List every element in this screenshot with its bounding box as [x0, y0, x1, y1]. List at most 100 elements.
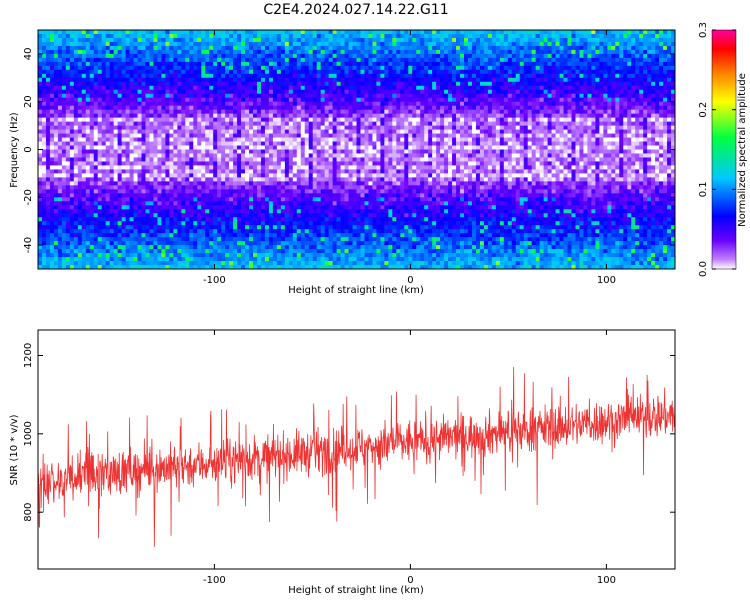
- heatmap-cell: [113, 57, 119, 63]
- heatmap-cell: [264, 41, 270, 47]
- heatmap-cell: [671, 77, 675, 83]
- heatmap-cell: [149, 129, 154, 134]
- heatmap-cell: [89, 93, 95, 99]
- heatmap-cell: [121, 89, 126, 95]
- heatmap-cell: [547, 113, 552, 119]
- heatmap-cell: [344, 30, 349, 35]
- heatmap-cell: [384, 41, 389, 47]
- heatmap-cell: [256, 121, 262, 126]
- heatmap-cell: [233, 33, 238, 39]
- heatmap-cell: [177, 77, 182, 83]
- heatmap-cell: [324, 41, 330, 47]
- heatmap-cell: [444, 101, 449, 107]
- heatmap-cell: [619, 53, 624, 59]
- heatmap-cell: [304, 30, 310, 35]
- heatmap-cell: [145, 97, 150, 103]
- heatmap-cell: [121, 61, 126, 67]
- heatmap-cell: [217, 97, 222, 103]
- heatmap-cell: [260, 121, 266, 126]
- heatmap-cell: [659, 133, 664, 138]
- heatmap-cell: [233, 69, 238, 75]
- heatmap-cell: [456, 145, 461, 150]
- heatmap-cell: [615, 30, 620, 35]
- heatmap-cell: [611, 125, 616, 130]
- heatmap-cell: [392, 81, 397, 87]
- heatmap-cell: [436, 53, 441, 59]
- heatmap-cell: [372, 41, 377, 47]
- heatmap-cell: [153, 93, 158, 99]
- heatmap-cell: [205, 69, 210, 75]
- heatmap-cell: [463, 125, 469, 130]
- heatmap-cell: [444, 69, 449, 75]
- heatmap-cell: [623, 81, 628, 87]
- heatmap-cell: [475, 149, 481, 154]
- heatmap-cell: [440, 141, 445, 146]
- heatmap-cell: [304, 133, 310, 138]
- heatmap-cell: [479, 85, 485, 91]
- heatmap-cell: [408, 149, 413, 154]
- heatmap-cell: [328, 53, 334, 59]
- heatmap-cell: [396, 85, 401, 91]
- heatmap-cell: [663, 41, 668, 47]
- heatmap-cell: [392, 45, 397, 51]
- heatmap-cell: [535, 149, 541, 154]
- heatmap-cell: [229, 117, 234, 123]
- heatmap-cell: [448, 69, 453, 75]
- heatmap-cell: [575, 105, 580, 111]
- heatmap-cell: [93, 37, 99, 43]
- heatmap-cell: [424, 77, 429, 83]
- heatmap-cell: [292, 65, 298, 71]
- heatmap-cell: [113, 37, 119, 43]
- heatmap-cell: [81, 61, 87, 67]
- heatmap-cell: [599, 117, 604, 123]
- heatmap-cell: [129, 109, 134, 115]
- heatmap-cell: [372, 101, 377, 107]
- heatmap-cell: [519, 145, 525, 150]
- heatmap-cell: [221, 129, 226, 134]
- heatmap-cell: [304, 129, 310, 134]
- heatmap-cell: [85, 137, 91, 142]
- heatmap-cell: [264, 45, 270, 51]
- heatmap-cell: [579, 37, 584, 43]
- heatmap-cell: [181, 37, 186, 43]
- heatmap-cell: [559, 105, 564, 111]
- heatmap-cell: [579, 33, 584, 39]
- heatmap-cell: [543, 53, 548, 59]
- heatmap-cell: [233, 97, 238, 103]
- heatmap-cell: [551, 109, 556, 115]
- heatmap-cell: [543, 77, 548, 83]
- heatmap-cell: [133, 121, 138, 126]
- heatmap-cell: [229, 113, 234, 119]
- heatmap-cell: [479, 41, 485, 47]
- heatmap-cell: [225, 133, 230, 138]
- heatmap-cell: [213, 53, 218, 59]
- heatmap-cell: [41, 137, 47, 142]
- heatmap-cell: [631, 85, 636, 91]
- heatmap-cell: [352, 45, 357, 51]
- heatmap-cell: [368, 73, 373, 79]
- heatmap-cell: [551, 101, 556, 107]
- heatmap-cell: [495, 93, 501, 99]
- heatmap-cell: [348, 30, 353, 35]
- heatmap-cell: [376, 97, 381, 103]
- heatmap-cell: [511, 121, 517, 126]
- heatmap-cell: [105, 53, 111, 59]
- heatmap-cell: [209, 137, 214, 142]
- heatmap-cell: [129, 65, 134, 71]
- heatmap-cell: [456, 105, 461, 111]
- heatmap-cell: [61, 85, 67, 91]
- heatmap-cell: [57, 30, 63, 35]
- heatmap-cell: [328, 121, 334, 126]
- heatmap-cell: [109, 129, 115, 134]
- heatmap-cell: [252, 121, 258, 126]
- heatmap-cell: [663, 105, 668, 111]
- heatmap-cell: [607, 37, 612, 43]
- heatmap-cell: [491, 121, 497, 126]
- heatmap-cell: [280, 33, 286, 39]
- heatmap-cell: [671, 65, 675, 71]
- heatmap-cell: [109, 53, 115, 59]
- heatmap-cell: [169, 37, 174, 43]
- heatmap-cell: [276, 101, 282, 107]
- heatmap-cell: [368, 30, 373, 35]
- heatmap-cell: [583, 65, 588, 71]
